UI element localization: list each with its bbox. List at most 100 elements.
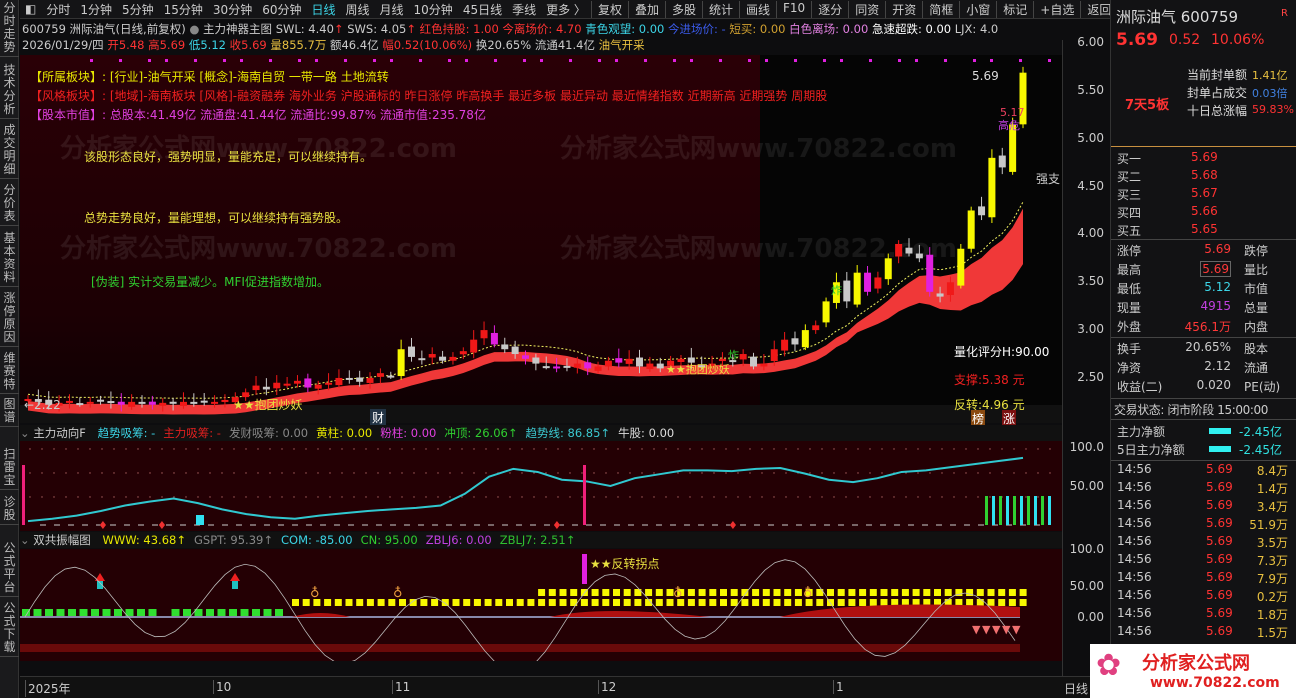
finance-marker[interactable]: 财 — [370, 409, 387, 426]
candle — [915, 253, 923, 259]
panel2-tick: 0.00 — [1077, 610, 1104, 624]
fin-label: 收益(二) — [1117, 380, 1163, 394]
note-capital: 总股本:41.49亿 流通盘:41.44亿 流通比:99.87% 流通市值:23… — [109, 108, 486, 122]
panel1-title[interactable]: 主力动向F — [33, 426, 86, 440]
signal-bar — [22, 465, 25, 525]
grid-dot — [365, 496, 367, 498]
toolbar-button-11[interactable]: 标记 — [996, 0, 1033, 18]
period-tab-0[interactable]: 分时 — [46, 2, 71, 17]
down-marker-icon: ▼ — [972, 623, 981, 636]
tick-volume: 1.4万 — [1256, 482, 1288, 496]
toolbar-button-5[interactable]: F10 — [776, 0, 811, 18]
yellow-block — [538, 599, 546, 606]
divider — [1111, 419, 1296, 420]
left-tab-7[interactable]: 图谱 — [0, 396, 19, 427]
left-tab-9[interactable]: 诊股 — [0, 494, 19, 525]
grid-dot — [917, 472, 919, 474]
left-tab-6[interactable]: 维赛特 — [0, 350, 19, 394]
grid-dot — [377, 448, 379, 450]
left-tab-0[interactable]: 分时走势 — [0, 0, 19, 57]
panel-value: 冲顶: 26.06↑ — [444, 426, 518, 440]
left-tab-2[interactable]: 成交明细 — [0, 122, 19, 179]
panel-toggle-icon[interactable]: ◧ — [25, 2, 37, 16]
yellow-block — [944, 589, 952, 596]
left-tab-8[interactable]: 扫雷宝 — [0, 446, 19, 490]
tick-volume: 3.5万 — [1256, 536, 1288, 550]
yellow-block — [934, 589, 941, 596]
toolbar-button-13[interactable]: 返回 — [1080, 0, 1117, 18]
grid-dot — [425, 448, 427, 450]
badge: R — [1281, 8, 1288, 19]
toolbar-button-7[interactable]: 同资 — [848, 0, 885, 18]
toolbar-button-1[interactable]: 叠加 — [627, 0, 665, 18]
toolbar-button-8[interactable]: 开资 — [885, 0, 922, 18]
period-tab-7[interactable]: 周线 — [345, 2, 370, 17]
top-marker — [869, 59, 872, 62]
left-tab-4[interactable]: 基本资料 — [0, 230, 19, 287]
period-tab-8[interactable]: 月线 — [379, 2, 404, 17]
toolbar-button-10[interactable]: 小窗 — [959, 0, 996, 18]
panel-dropdown-icon[interactable]: ⌄ — [20, 426, 30, 440]
grid-dot — [41, 448, 43, 450]
bid-label: 买五 — [1117, 224, 1142, 238]
period-tab-6[interactable]: 日线 — [311, 2, 336, 17]
grid-dot — [629, 472, 631, 474]
toolbar-button-0[interactable]: 复权 — [590, 0, 628, 18]
period-tab-9[interactable]: 10分钟 — [413, 2, 453, 17]
period-tab-2[interactable]: 5分钟 — [122, 2, 154, 17]
yellow-block — [602, 589, 610, 596]
panel2-title[interactable]: 双共振幅图 — [33, 533, 91, 547]
toolbar-button-3[interactable]: 统计 — [701, 0, 739, 18]
yellow-block — [934, 599, 941, 606]
yellow-block — [827, 589, 834, 596]
toolbar-button-4[interactable]: 画线 — [739, 0, 776, 18]
grid-dot — [245, 496, 247, 498]
left-tab-11[interactable]: 公式下载 — [0, 600, 19, 657]
green-block — [137, 609, 145, 616]
toolbar-button-6[interactable]: 逐分 — [811, 0, 848, 18]
yellow-block — [741, 599, 749, 606]
ranking-marker[interactable]: 榜 — [971, 410, 986, 427]
grid-dot — [329, 472, 331, 474]
money-bag-icon: ♁ — [310, 586, 320, 601]
period-tab-5[interactable]: 60分钟 — [262, 2, 302, 17]
period-tab-11[interactable]: 季线 — [512, 2, 537, 17]
toolbar-button-2[interactable]: 多股 — [664, 0, 702, 18]
period-tab-10[interactable]: 45日线 — [462, 2, 503, 17]
top-marker — [240, 59, 243, 62]
stat-label: 量比 — [1244, 263, 1269, 277]
grid-dot — [581, 472, 583, 474]
period-tab-3[interactable]: 15分钟 — [163, 2, 203, 17]
top-marker — [840, 59, 843, 62]
stat-label: 总量 — [1244, 301, 1269, 315]
green-block — [252, 609, 260, 616]
left-tab-5[interactable]: 涨停原因 — [0, 290, 19, 347]
left-tab-1[interactable]: 技术分析 — [0, 62, 19, 119]
grid-dot — [305, 472, 307, 474]
period-tab-4[interactable]: 30分钟 — [212, 2, 253, 17]
indicator-dropdown-icon[interactable]: ● — [189, 22, 200, 36]
grid-dot — [233, 496, 235, 498]
candle — [760, 363, 768, 367]
period-tab-1[interactable]: 1分钟 — [80, 2, 112, 17]
tick-time: 14:56 — [1117, 462, 1152, 476]
panel-dropdown-icon[interactable]: ⌄ — [20, 533, 30, 547]
indicator-name[interactable]: 主力神器主图 — [203, 22, 273, 36]
candle — [864, 272, 872, 292]
toolbar-button-12[interactable]: +自选 — [1033, 0, 1080, 18]
price-tick: 6.00 — [1077, 35, 1104, 49]
left-tab-3[interactable]: 分价表 — [0, 182, 19, 226]
limit-up-marker[interactable]: 涨 — [1002, 410, 1017, 427]
grid-dot — [29, 472, 31, 474]
left-tab-10[interactable]: 公式平台 — [0, 540, 19, 597]
grid-dot — [833, 472, 835, 474]
grid-dot — [173, 496, 175, 498]
grid-dot — [905, 448, 907, 450]
grid-dot — [857, 448, 859, 450]
period-tab-12[interactable]: 更多 〉 — [546, 2, 586, 17]
yellow-block — [966, 589, 974, 596]
flow-bar — [1209, 446, 1231, 452]
candle — [179, 401, 187, 406]
toolbar-button-9[interactable]: 简框 — [922, 0, 959, 18]
grid-dot — [221, 472, 223, 474]
